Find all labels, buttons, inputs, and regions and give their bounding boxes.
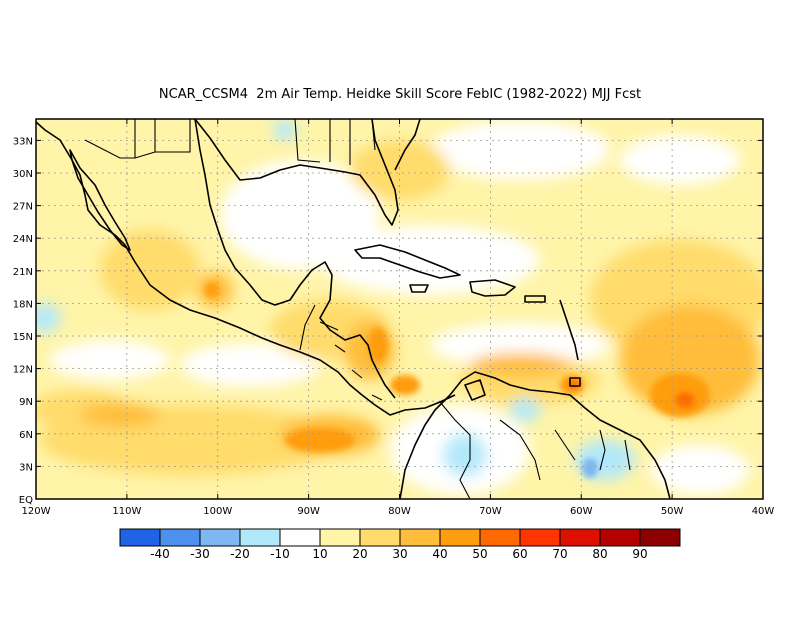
lat-label: 3N: [19, 462, 33, 473]
central-america-borders: [299, 304, 383, 401]
colorbar-label: 40: [432, 547, 447, 561]
lake-maracaibo: [464, 379, 486, 401]
mexico-gulf-coast: [194, 119, 396, 399]
lat-label: 33N: [13, 136, 33, 147]
colorbar-label: 50: [472, 547, 487, 561]
colorbar-swatch: [319, 528, 361, 547]
trinidad: [569, 377, 581, 387]
colorbar-label: -40: [150, 547, 170, 561]
baja-california: [69, 149, 131, 251]
colorbar-swatch: [119, 528, 161, 547]
colorbar-label: 20: [352, 547, 367, 561]
lat-label: 18N: [13, 299, 33, 310]
colorbar-swatch: [399, 528, 441, 547]
lat-label: 9N: [19, 397, 33, 408]
lon-label: 120W: [22, 506, 51, 517]
south-america-coast: [399, 371, 671, 499]
colorbar-swatch: [439, 528, 481, 547]
colorbar: -40 -30 -20 -10 10 20 30 40 50 60 70 80 90: [119, 528, 681, 561]
skill-shading: [36, 120, 763, 495]
us-mexico-border: [84, 119, 191, 159]
political-borders: [84, 119, 631, 499]
colorbar-label: -30: [190, 547, 210, 561]
axis-ticks: [35, 119, 764, 500]
colorbar-label: 70: [552, 547, 567, 561]
lon-label: 50W: [661, 506, 684, 517]
longitude-labels: 120W 110W 100W 90W 80W 70W 60W 50W 40W: [22, 506, 775, 517]
hispaniola: [469, 279, 516, 297]
lon-label: 70W: [479, 506, 502, 517]
colorbar-swatch: [639, 528, 681, 547]
lesser-antilles: [559, 299, 579, 361]
colorbar-swatch: [199, 528, 241, 547]
colorbar-swatch: [479, 528, 521, 547]
colorbar-label: 10: [312, 547, 327, 561]
colorbar-label: -20: [230, 547, 250, 561]
lat-label: 30N: [13, 169, 33, 180]
lat-label: 21N: [13, 267, 33, 278]
colorbar-swatch: [159, 528, 201, 547]
map-gridlines: [36, 119, 763, 499]
gulf-coast-us: [194, 119, 399, 226]
lat-label: 27N: [13, 202, 33, 213]
colorbar-swatch: [279, 528, 321, 547]
colorbar-swatch: [519, 528, 561, 547]
map-title: NCAR_CCSM4 2m Air Temp. Heidke Skill Sco…: [158, 87, 642, 102]
jamaica: [409, 284, 429, 293]
colorbar-label: 90: [632, 547, 647, 561]
lat-label: 6N: [19, 430, 33, 441]
map-plot-area: 33N 30N 27N 24N 21N 18N 15N 12N 9N 6N 3N EQ 120W 110…: [13, 118, 775, 517]
lat-label: 15N: [13, 332, 33, 343]
colorbar-label: 80: [592, 547, 607, 561]
colorbar-label: 60: [512, 547, 527, 561]
cuba: [354, 244, 461, 279]
us-state-lines: [134, 119, 376, 165]
colorbar-swatch: [239, 528, 281, 547]
lon-label: 90W: [297, 506, 320, 517]
lon-label: 110W: [112, 506, 141, 517]
south-america-borders: [439, 401, 631, 499]
lat-label: 24N: [13, 234, 33, 245]
colorbar-swatch: [559, 528, 601, 547]
puerto-rico: [524, 295, 546, 303]
colorbar-swatch: [359, 528, 401, 547]
lat-label: EQ: [19, 495, 33, 506]
lat-label: 12N: [13, 365, 33, 376]
colorbar-label: -10: [270, 547, 290, 561]
colorbar-swatches: [119, 528, 681, 547]
lon-label: 40W: [752, 506, 775, 517]
colorbar-labels: -40 -30 -20 -10 10 20 30 40 50 60 70 80 90: [150, 547, 647, 561]
colorbar-label: 30: [392, 547, 407, 561]
us-east-coast: [394, 119, 421, 171]
coastlines: [36, 119, 671, 499]
lon-label: 80W: [388, 506, 411, 517]
lon-label: 100W: [203, 506, 232, 517]
colorbar-swatch: [599, 528, 641, 547]
latitude-labels: 33N 30N 27N 24N 21N 18N 15N 12N 9N 6N 3N EQ: [13, 136, 33, 506]
lon-label: 60W: [570, 506, 593, 517]
